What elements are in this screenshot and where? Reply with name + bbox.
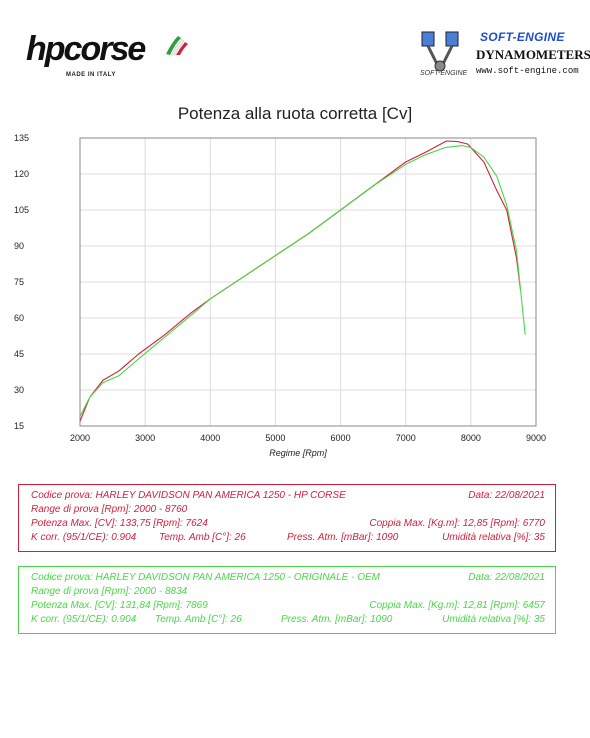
softengine-mini-wordmark: SOFT-ENGINE	[420, 70, 468, 77]
relative-humidity: Umidità relativa [%]: 35	[442, 532, 545, 543]
info-row-3: Potenza Max. [CV]: 131,84 [Rpm]: 7869 Co…	[31, 600, 545, 614]
info-row-4: K corr. (95/1/CE): 0.904 Temp. Amb [C°]:…	[31, 532, 545, 546]
relative-humidity: Umidità relativa [%]: 35	[442, 614, 545, 625]
test-info-box-oem: Codice prova: HARLEY DAVIDSON PAN AMERIC…	[18, 566, 556, 634]
italian-flag-swoosh-icon	[166, 36, 188, 56]
y-tick-label: 45	[14, 349, 24, 359]
info-row-1: Codice prova: HARLEY DAVIDSON PAN AMERIC…	[31, 490, 545, 504]
axis-ticks: 2000 3000 4000 5000 6000 7000 8000 9000 15 30 45 60…	[14, 133, 546, 443]
x-tick-label: 9000	[526, 433, 546, 443]
ambient-temp: Temp. Amb [C°]: 26	[155, 614, 242, 625]
test-info-box-hp-corse: Codice prova: HARLEY DAVIDSON PAN AMERIC…	[18, 484, 556, 552]
x-tick-label: 6000	[331, 433, 351, 443]
test-code: Codice prova: HARLEY DAVIDSON PAN AMERIC…	[31, 490, 346, 501]
hpcorse-logo: hpcorse MADE IN ITALY	[26, 30, 188, 86]
x-tick-label: 8000	[461, 433, 481, 443]
chart-title: Potenza alla ruota corretta [Cv]	[177, 104, 413, 123]
softengine-subtitle: DYNAMOMETERS	[476, 47, 590, 62]
y-tick-label: 120	[14, 169, 29, 179]
plot-frame	[79, 137, 537, 427]
y-tick-label: 135	[14, 133, 29, 143]
info-row-1: Codice prova: HARLEY DAVIDSON PAN AMERIC…	[31, 572, 545, 586]
atm-pressure: Press. Atm. [mBar]: 1090	[287, 532, 399, 543]
info-row-2: Range di prova [Rpm]: 2000 - 8760	[31, 504, 545, 518]
ambient-temp: Temp. Amb [C°]: 26	[159, 532, 246, 543]
series-lines	[79, 140, 526, 422]
info-row-4: K corr. (95/1/CE): 0.904 Temp. Amb [C°]:…	[31, 614, 545, 628]
softengine-logo: SOFT-ENGINE SOFT-ENGINE DYNAMOMETERS www…	[408, 28, 590, 84]
y-tick-label: 105	[14, 205, 29, 215]
test-range: Range di prova [Rpm]: 2000 - 8760	[31, 504, 188, 515]
atm-pressure: Press. Atm. [mBar]: 1090	[281, 614, 393, 625]
series-line-hp-corse	[79, 140, 521, 422]
k-corr: K corr. (95/1/CE): 0.904	[31, 614, 137, 625]
chart-grid	[79, 137, 537, 427]
info-row-3: Potenza Max. [CV]: 133,75 [Rpm]: 7624 Co…	[31, 518, 545, 532]
x-tick-label: 2000	[70, 433, 90, 443]
power-chart: 2000 3000 4000 5000 6000 7000 8000 9000 15 30 45 60…	[14, 133, 546, 458]
y-tick-label: 75	[14, 277, 24, 287]
max-torque: Coppia Max. [Kg.m]: 12,81 [Rpm]: 6457	[369, 600, 545, 611]
engine-pistons-icon	[421, 31, 459, 72]
hpcorse-tagline: MADE IN ITALY	[66, 72, 116, 78]
x-axis-label: Regime [Rpm]	[269, 448, 327, 458]
x-tick-label: 7000	[396, 433, 416, 443]
y-tick-label: 30	[14, 385, 24, 395]
hpcorse-wordmark: hpcorse	[26, 30, 146, 68]
test-date: Data: 22/08/2021	[468, 490, 545, 501]
series-line-oem	[79, 145, 526, 417]
y-tick-label: 60	[14, 313, 24, 323]
test-code: Codice prova: HARLEY DAVIDSON PAN AMERIC…	[31, 572, 380, 583]
x-tick-label: 3000	[135, 433, 155, 443]
k-corr: K corr. (95/1/CE): 0.904	[31, 532, 137, 543]
x-tick-label: 4000	[200, 433, 220, 443]
max-torque: Coppia Max. [Kg.m]: 12,85 [Rpm]: 6770	[369, 518, 545, 529]
test-date: Data: 22/08/2021	[468, 572, 545, 583]
test-range: Range di prova [Rpm]: 2000 - 8834	[31, 586, 188, 597]
max-power: Potenza Max. [CV]: 133,75 [Rpm]: 7624	[31, 518, 208, 529]
y-tick-label: 90	[14, 241, 24, 251]
x-tick-label: 5000	[265, 433, 285, 443]
y-tick-label: 15	[14, 421, 24, 431]
softengine-url: www.soft-engine.com	[476, 66, 579, 76]
info-row-2: Range di prova [Rpm]: 2000 - 8834	[31, 586, 545, 600]
max-power: Potenza Max. [CV]: 131,84 [Rpm]: 7869	[31, 600, 208, 611]
softengine-title: SOFT-ENGINE	[480, 30, 565, 44]
